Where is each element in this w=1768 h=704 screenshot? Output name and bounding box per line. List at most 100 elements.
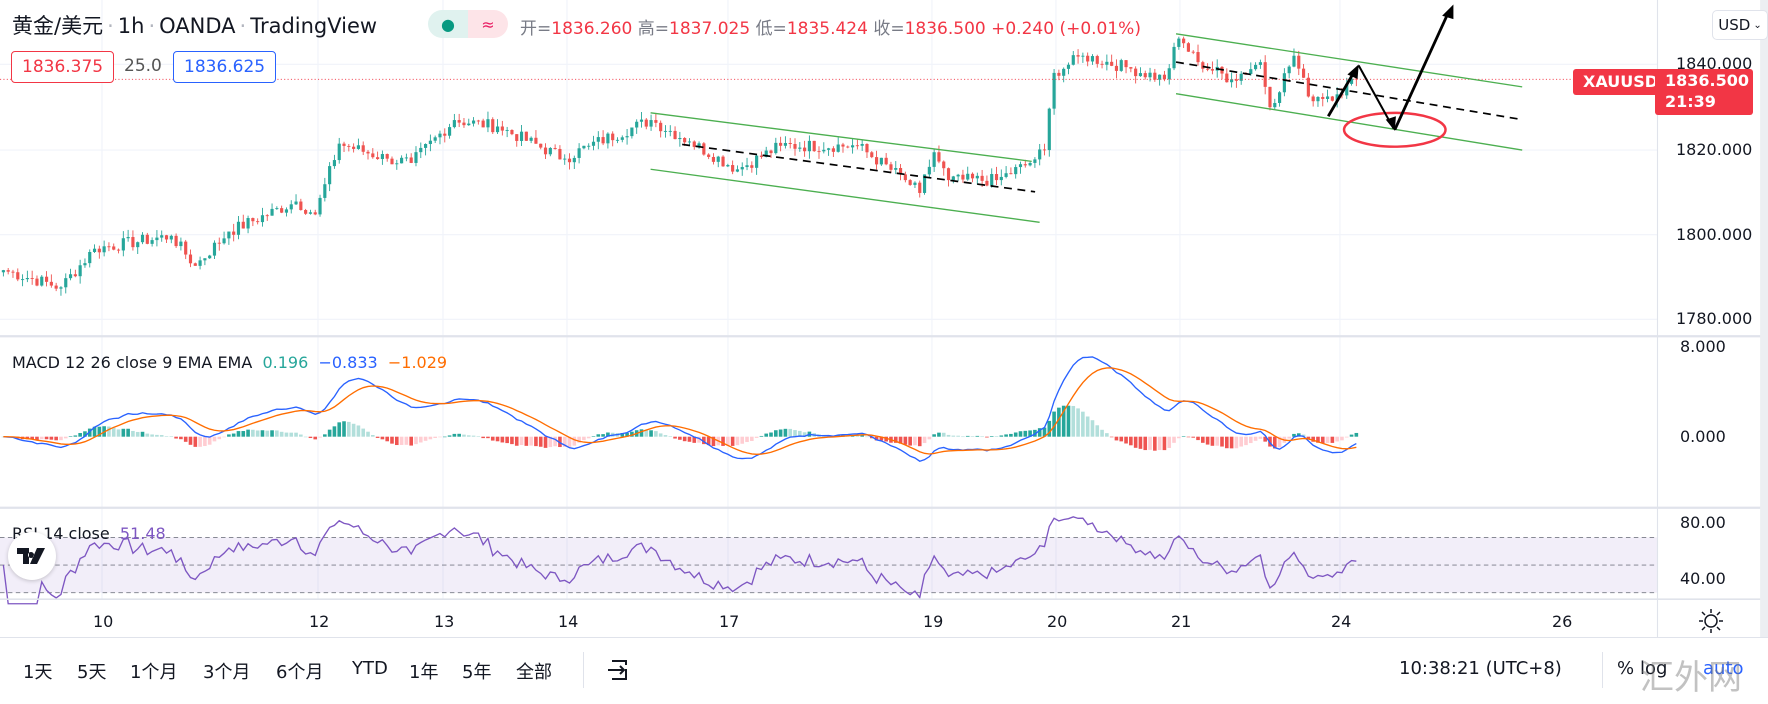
- macd-histogram-bar: [1158, 437, 1162, 450]
- candle-body: [913, 183, 916, 185]
- range-button[interactable]: 1个月: [130, 658, 177, 684]
- candle-body: [1326, 96, 1329, 99]
- candle-body: [266, 215, 269, 216]
- candle-body: [1009, 173, 1012, 174]
- range-button[interactable]: 1年: [409, 658, 438, 684]
- candle-body: [602, 137, 605, 143]
- macd-histogram-bar: [1119, 437, 1123, 442]
- macd-histogram-bar: [1004, 434, 1008, 436]
- candle-body: [88, 252, 91, 263]
- candle-body: [242, 222, 245, 229]
- candle-body: [1014, 167, 1017, 174]
- symbol-title[interactable]: 黄金/美元·1h·OANDA·TradingView: [12, 10, 377, 40]
- tradingview-logo[interactable]: TV: [8, 532, 56, 580]
- range-button[interactable]: 全部: [516, 658, 552, 684]
- macd-histogram-bar: [448, 435, 452, 436]
- macd-histogram-bar: [932, 434, 936, 436]
- candle-body: [573, 158, 576, 162]
- macd-histogram-bar: [1110, 437, 1114, 438]
- candle-body: [482, 121, 485, 128]
- macd-histogram-bar: [966, 436, 970, 437]
- range-button[interactable]: 5天: [77, 658, 106, 684]
- clock-timezone[interactable]: 10:38:21 (UTC+8): [1399, 658, 1562, 679]
- macd-histogram-bar: [539, 437, 543, 447]
- macd-histogram-bar: [193, 437, 197, 447]
- macd-histogram-bar: [477, 436, 481, 437]
- candle-body: [376, 157, 379, 159]
- macd-histogram-bar: [1163, 437, 1167, 450]
- bar-countdown: 21:39: [1665, 92, 1753, 112]
- candle-body: [261, 215, 264, 222]
- candle-body: [208, 256, 211, 259]
- macd-histogram-bar: [390, 437, 394, 444]
- candle-body: [688, 142, 691, 143]
- range-button[interactable]: 1天: [23, 658, 52, 684]
- macd-histogram-bar: [361, 429, 365, 437]
- macd-histogram-bar: [980, 436, 984, 437]
- candle-body: [1120, 60, 1123, 71]
- candle-body: [1139, 73, 1142, 76]
- low-label: 低=: [756, 19, 787, 39]
- spread-value: 25.0: [124, 56, 162, 76]
- rsi-tick: 80.00: [1680, 513, 1726, 532]
- percent-toggle[interactable]: %: [1617, 658, 1634, 679]
- sell-button[interactable]: 1836.375: [11, 51, 114, 83]
- arrowhead-icon: [1442, 5, 1453, 20]
- macd-histogram-bar: [1071, 406, 1075, 437]
- macd-histogram-bar: [155, 435, 159, 437]
- candle-body: [491, 119, 494, 132]
- candle-body: [1307, 78, 1310, 97]
- candle-body: [232, 232, 235, 235]
- range-button[interactable]: 5年: [462, 658, 491, 684]
- macd-histogram-bar: [1172, 437, 1176, 443]
- macd-histogram-bar: [1182, 436, 1186, 437]
- tradingview-logo-icon: [17, 548, 47, 564]
- macd-histogram-bar: [1148, 437, 1152, 450]
- range-button[interactable]: 3个月: [203, 658, 250, 684]
- candle-body: [131, 237, 134, 247]
- candle-body: [779, 143, 782, 146]
- market-open-icon: ●: [428, 10, 468, 38]
- range-button[interactable]: 6个月: [276, 658, 323, 684]
- candle-body: [525, 132, 528, 141]
- market-status-pill[interactable]: ● ≈: [428, 10, 508, 38]
- macd-histogram-bar: [50, 437, 54, 440]
- macd-histogram-bar: [678, 437, 682, 440]
- candle-body: [568, 159, 571, 163]
- candle-body: [1264, 62, 1267, 87]
- candle-body: [294, 202, 297, 205]
- macd-histogram-bar: [985, 437, 989, 438]
- grid-lines: [0, 0, 1658, 599]
- candle-body: [683, 138, 686, 142]
- macd-tick: 8.000: [1680, 337, 1726, 356]
- currency-select[interactable]: USD⌄: [1712, 10, 1768, 40]
- candle-body: [971, 174, 974, 179]
- macd-histogram-bar: [141, 432, 145, 437]
- candle-body: [1249, 69, 1252, 74]
- candle-body: [477, 121, 480, 122]
- candle-body: [83, 263, 86, 265]
- buy-button[interactable]: 1836.625: [173, 51, 276, 83]
- candle-body: [1057, 73, 1060, 76]
- settings-sun-icon[interactable]: [1698, 608, 1724, 634]
- macd-histogram-bar: [1335, 437, 1339, 442]
- range-button[interactable]: YTD: [352, 658, 388, 679]
- candle-body: [1129, 67, 1132, 68]
- macd-histogram-bar: [1134, 437, 1138, 448]
- macd-histogram-bar: [510, 437, 514, 444]
- candle-body: [817, 151, 820, 152]
- macd-histogram-bar: [160, 435, 164, 437]
- macd-histogram-bar: [1239, 437, 1243, 447]
- candle-body: [635, 122, 638, 128]
- macd-histogram-bar: [409, 437, 413, 446]
- candle-body: [1321, 97, 1324, 99]
- candle-body: [515, 134, 518, 141]
- candle-body: [827, 148, 830, 150]
- date-range-icon[interactable]: [606, 658, 632, 684]
- channel-1-upper: [651, 113, 1032, 162]
- macd-legend[interactable]: MACD 12 26 close 9 EMA EMA 0.196 −0.833 …: [12, 353, 447, 372]
- candle-body: [1278, 92, 1281, 103]
- candle-body: [678, 138, 681, 139]
